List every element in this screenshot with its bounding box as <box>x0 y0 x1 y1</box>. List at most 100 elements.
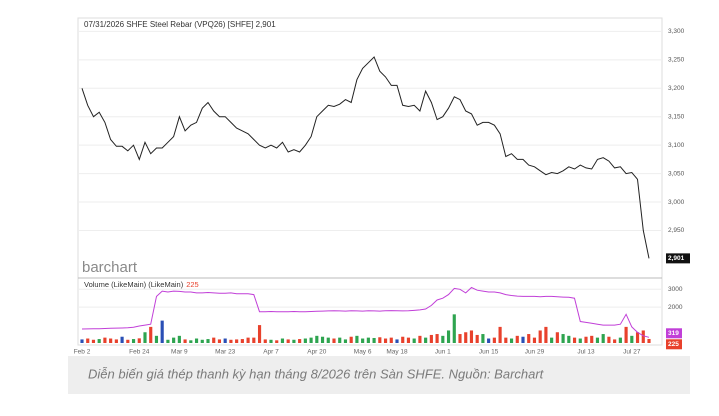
volume-bar <box>194 338 199 343</box>
volume-bar <box>160 320 164 343</box>
volume-bar <box>223 338 227 343</box>
plot-frame <box>77 17 663 346</box>
volume-bar <box>252 337 256 343</box>
volume-bar <box>601 334 605 343</box>
volume-bar <box>80 339 84 343</box>
volume-bar <box>647 338 651 343</box>
volume-bar <box>154 335 159 343</box>
moving-average-line <box>81 286 650 338</box>
volume-bar <box>412 338 416 343</box>
volume-bar <box>544 326 548 343</box>
volume-bar <box>229 339 233 343</box>
volume-bar <box>172 337 176 343</box>
volume-bar <box>641 330 645 343</box>
volume-bar <box>114 339 118 343</box>
volume-bar <box>406 337 411 343</box>
x-tick-label: Jul 27 <box>623 349 641 356</box>
volume-bar <box>143 332 147 343</box>
volume-bar <box>269 339 273 343</box>
volume-bar <box>561 334 565 343</box>
y-tick-label: 3,100 <box>668 142 685 149</box>
volume-bar <box>189 340 193 343</box>
volume-bar <box>469 330 474 343</box>
volume-bar <box>212 337 216 343</box>
volume-bar <box>635 332 640 343</box>
volume-last-label: 225 <box>668 341 679 348</box>
x-tick-label: Feb 2 <box>74 349 91 356</box>
x-tick-label: Mar 23 <box>215 349 236 356</box>
volume-bar <box>630 335 634 343</box>
volume-bar <box>320 336 325 343</box>
x-tick-label: May 6 <box>354 349 372 356</box>
volume-bar <box>166 339 170 343</box>
volume-bar <box>103 337 107 343</box>
volume-bar <box>126 339 130 343</box>
volume-bar <box>263 339 267 343</box>
x-tick-label: Jul 13 <box>577 349 595 356</box>
volume-bar <box>332 338 336 343</box>
volume-bar <box>475 334 479 343</box>
volume-bar <box>275 340 279 343</box>
y-tick-label: 3,200 <box>668 85 685 92</box>
volume-bar <box>355 335 359 343</box>
volume-bar <box>298 339 302 343</box>
volume-bar <box>521 336 525 343</box>
x-tick-label: Mar 9 <box>171 349 188 356</box>
x-tick-label: Jun 15 <box>479 349 499 356</box>
last-price-badge <box>666 253 690 264</box>
volume-bar <box>292 339 296 343</box>
y-tick-label: 3,150 <box>668 113 685 120</box>
volume-bar <box>338 337 342 343</box>
volume-bar <box>200 339 204 343</box>
y-tick-label: 2000 <box>668 304 683 311</box>
y-tick-label: 3,300 <box>668 28 685 35</box>
volume-bar <box>235 339 239 343</box>
volume-bar <box>572 337 577 343</box>
price-line <box>81 56 650 259</box>
volume-bar <box>131 339 136 343</box>
x-tick-label: Jun 1 <box>435 349 451 356</box>
volume-bar <box>372 337 376 343</box>
volume-bar <box>286 339 290 343</box>
volume-title-value: 225 <box>186 280 199 289</box>
volume-bar <box>303 338 307 343</box>
watermark: barchart <box>82 259 138 276</box>
volume-bar <box>567 335 571 343</box>
volume-bar <box>527 334 531 343</box>
volume-bar <box>446 330 451 343</box>
volume-bar <box>395 339 399 343</box>
volume-bar <box>206 339 210 343</box>
volume-badge <box>666 339 682 350</box>
volume-bar <box>590 335 594 343</box>
volume-bar <box>607 336 611 343</box>
y-tick-label: 3,000 <box>668 199 685 206</box>
volume-bar <box>418 335 422 343</box>
volume-bar <box>441 335 445 343</box>
volume-bar <box>343 339 348 343</box>
volume-bar <box>424 337 428 343</box>
y-tick-label: 3000 <box>668 286 683 293</box>
volume-bar <box>613 339 617 343</box>
volume-bar <box>401 336 405 343</box>
volume-bar <box>429 334 433 343</box>
x-tick-label: Apr 7 <box>263 349 279 356</box>
volume-bar <box>86 338 90 343</box>
volume-bar <box>487 338 491 343</box>
volume-bar <box>389 337 393 343</box>
volume-bar <box>366 337 370 343</box>
y-tick-label: 3,050 <box>668 170 685 177</box>
chart-title: 07/31/2026 SHFE Steel Rebar (VPQ26) [SHF… <box>84 20 276 29</box>
y-tick-label: 3,250 <box>668 57 685 64</box>
volume-bar <box>618 337 622 343</box>
volume-bar <box>361 338 365 343</box>
volume-bar <box>349 336 353 343</box>
volume-title: Volume (LikeMain) (LikeMain) <box>84 280 184 289</box>
x-tick-label: Feb 24 <box>129 349 150 356</box>
volume-bar <box>532 337 537 343</box>
volume-bar <box>464 332 468 343</box>
volume-bar <box>109 338 113 343</box>
volume-bar <box>177 335 181 343</box>
volume-bar <box>149 326 153 343</box>
volume-bar <box>240 339 244 343</box>
